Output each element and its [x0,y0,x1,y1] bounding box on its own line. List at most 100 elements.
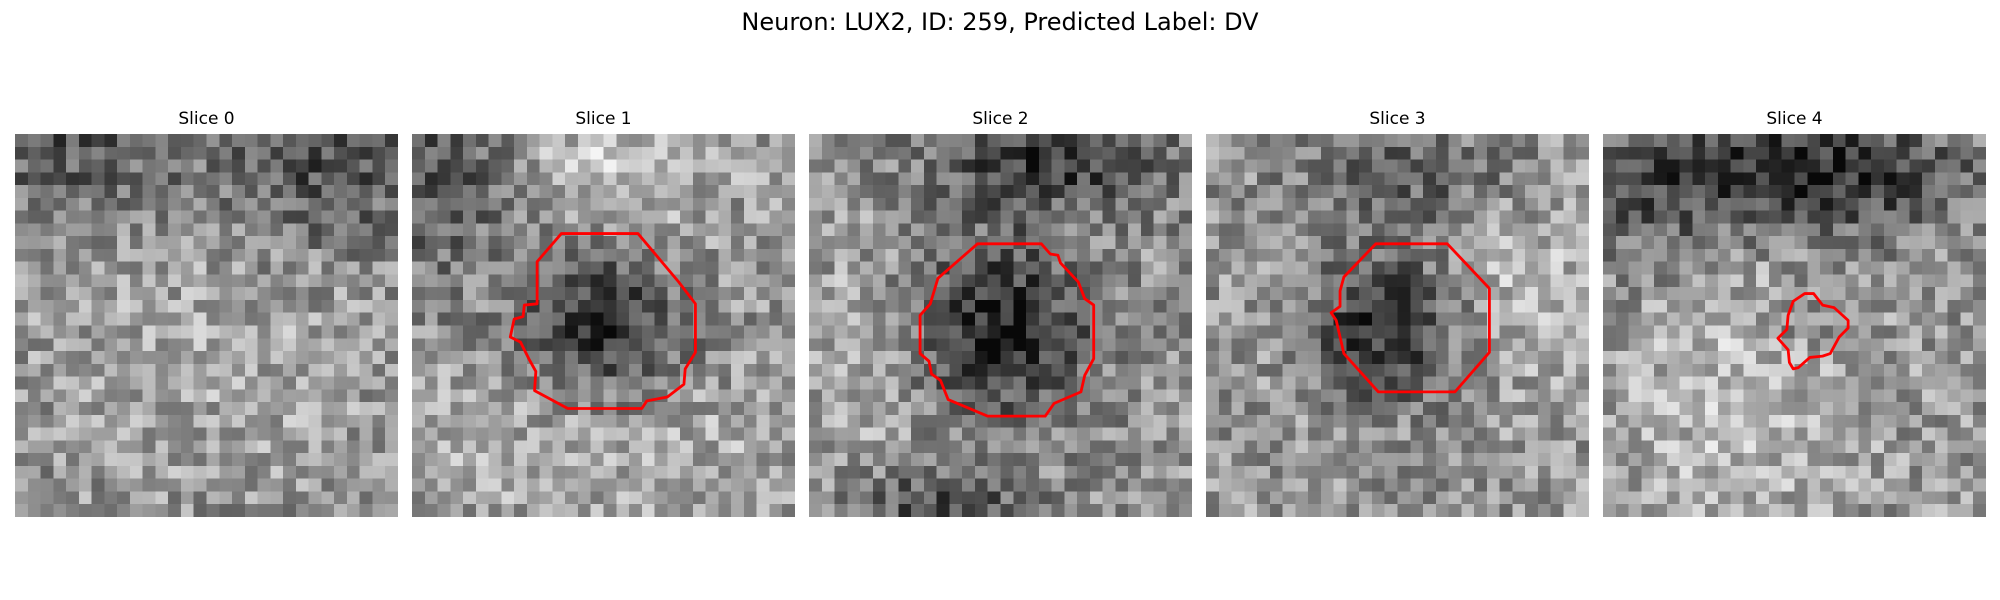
image-pixel [1756,223,1770,237]
image-pixel [782,159,795,173]
image-pixel [1128,274,1142,288]
image-pixel [718,325,732,339]
image-pixel [514,287,528,301]
image-pixel [1026,287,1040,301]
image-pixel [847,478,861,492]
image-pixel [705,236,719,250]
image-pixel [1295,274,1309,288]
image-pixel [1346,427,1360,441]
image-pixel [1038,197,1052,211]
image-pixel [872,172,886,186]
image-pixel [1666,159,1680,173]
image-pixel [987,427,1001,441]
image-pixel [142,389,156,403]
image-pixel [987,159,1001,173]
image-pixel [1397,376,1411,390]
image-pixel [629,363,643,377]
image-pixel [321,134,335,148]
image-pixel [911,478,925,492]
image-pixel [155,236,169,250]
image-pixel [27,261,41,275]
image-pixel [40,210,54,224]
image-pixel [129,172,143,186]
image-pixel [1397,299,1411,313]
image-pixel [1947,414,1961,428]
image-pixel [1563,376,1577,390]
image-pixel [526,236,540,250]
image-pixel [385,172,398,186]
image-pixel [475,338,489,352]
image-pixel [1115,274,1129,288]
image-pixel [1883,236,1897,250]
image-pixel [1909,172,1923,186]
image-pixel [1257,134,1271,148]
image-pixel [501,159,515,173]
image-pixel [1563,402,1577,416]
image-pixel [475,491,489,505]
image-pixel [552,465,566,479]
image-pixel [692,427,706,441]
image-pixel [193,453,207,467]
image-pixel [40,453,54,467]
image-pixel [1525,197,1539,211]
image-pixel [437,402,451,416]
image-pixel [1743,223,1757,237]
image-pixel [1499,414,1513,428]
image-pixel [91,236,105,250]
image-pixel [40,414,54,428]
image-pixel [809,363,823,377]
image-pixel [129,414,143,428]
image-pixel [590,478,604,492]
image-pixel [1346,210,1360,224]
image-pixel [1026,504,1040,517]
image-pixel [1973,427,1986,441]
image-pixel [1537,261,1551,275]
image-pixel [15,236,29,250]
image-pixel [1768,134,1782,148]
image-pixel [168,414,182,428]
image-pixel [1231,414,1245,428]
image-pixel [1781,146,1795,160]
image-pixel [1781,134,1795,148]
image-pixel [359,389,373,403]
image-pixel [743,440,757,454]
image-pixel [987,440,1001,454]
image-pixel [463,325,477,339]
image-pixel [1346,236,1360,250]
image-pixel [1973,325,1986,339]
slice-title-2: Slice 2 [972,109,1029,129]
image-pixel [1333,389,1347,403]
image-pixel [1641,453,1655,467]
image-pixel [1743,491,1757,505]
image-pixel [1423,363,1437,377]
image-pixel [334,299,348,313]
image-pixel [1051,478,1065,492]
image-pixel [936,299,950,313]
image-pixel [1269,312,1283,326]
image-pixel [1537,414,1551,428]
image-pixel [117,351,131,365]
image-pixel [1909,376,1923,390]
image-pixel [834,223,848,237]
image-pixel [1641,299,1655,313]
image-pixel [885,159,899,173]
image-pixel [424,248,438,262]
image-pixel [463,287,477,301]
image-pixel [1051,376,1065,390]
image-pixel [552,274,566,288]
image-pixel [949,414,963,428]
image-pixel [219,440,233,454]
image-pixel [1960,351,1974,365]
image-pixel [15,440,29,454]
image-pixel [769,351,783,365]
image-pixel [1563,134,1577,148]
image-pixel [756,338,770,352]
image-pixel [1295,287,1309,301]
image-pixel [936,287,950,301]
image-pixel [667,172,681,186]
image-pixel [1858,159,1872,173]
image-pixel [1973,172,1986,186]
image-pixel [257,338,271,352]
image-pixel [1679,248,1693,262]
image-pixel [117,491,131,505]
